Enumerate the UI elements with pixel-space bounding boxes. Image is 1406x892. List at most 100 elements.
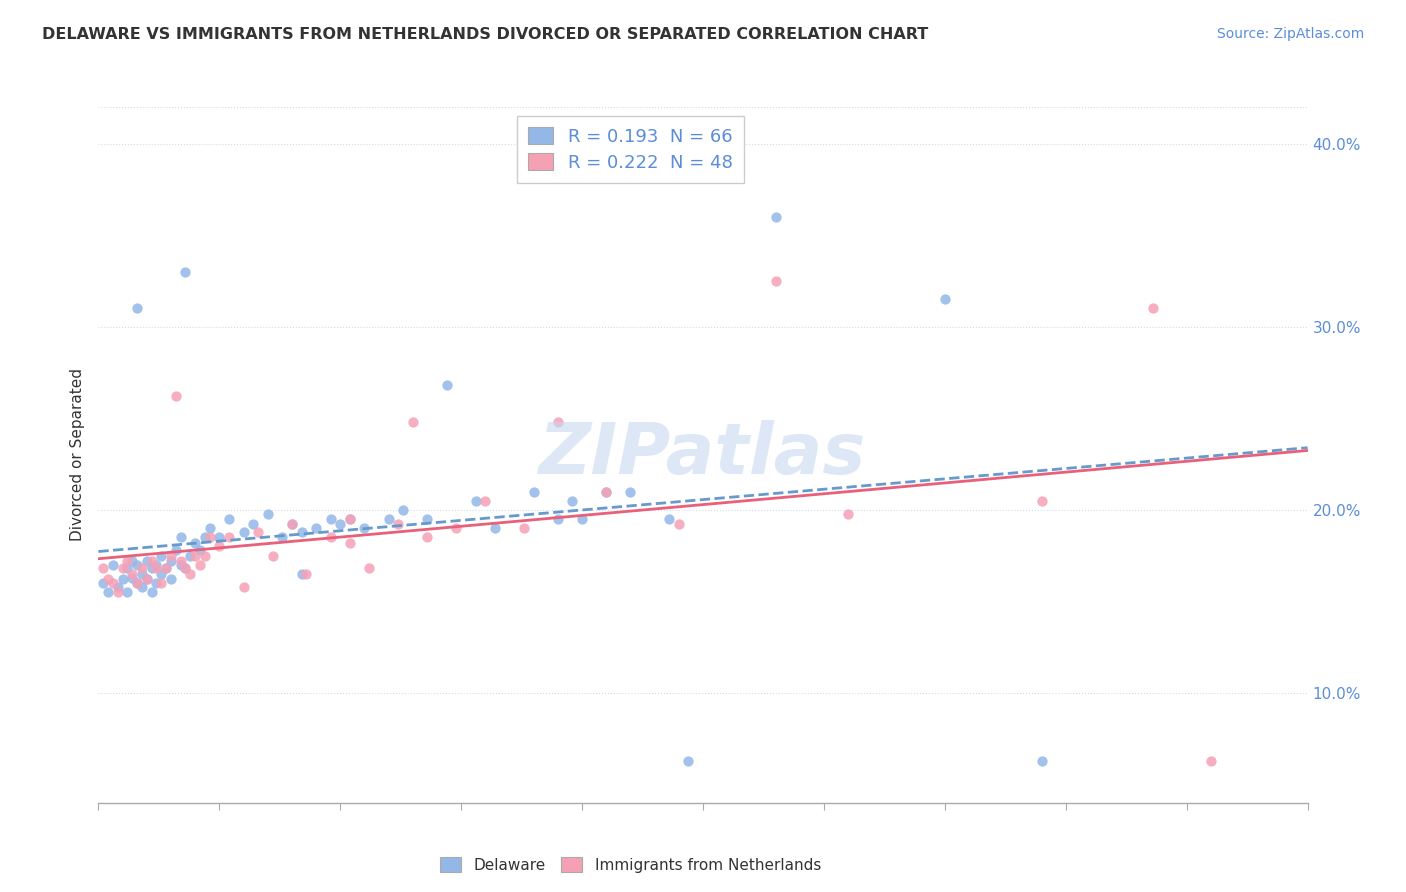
- Point: [247, 524, 270, 539]
- Point: [121, 554, 143, 568]
- Point: [595, 484, 617, 499]
- Text: DELAWARE VS IMMIGRANTS FROM NETHERLANDS DIVORCED OR SEPARATED CORRELATION CHART: DELAWARE VS IMMIGRANTS FROM NETHERLANDS …: [42, 27, 928, 42]
- Point: [174, 265, 197, 279]
- Point: [184, 536, 207, 550]
- Text: ZIPatlas: ZIPatlas: [540, 420, 866, 490]
- Point: [150, 576, 173, 591]
- Point: [339, 512, 361, 526]
- Point: [135, 573, 157, 587]
- Point: [446, 521, 468, 535]
- Point: [547, 415, 569, 429]
- Point: [198, 521, 221, 535]
- Point: [1031, 493, 1053, 508]
- Point: [571, 512, 593, 526]
- Point: [1199, 754, 1222, 768]
- Point: [484, 521, 506, 535]
- Point: [353, 521, 375, 535]
- Point: [262, 549, 284, 563]
- Point: [97, 585, 120, 599]
- Point: [179, 549, 201, 563]
- Point: [184, 549, 207, 563]
- Point: [198, 530, 221, 544]
- Point: [117, 561, 139, 575]
- Point: [174, 561, 197, 575]
- Point: [121, 571, 143, 585]
- Point: [377, 512, 399, 526]
- Point: [111, 561, 134, 575]
- Point: [101, 558, 124, 572]
- Point: [127, 558, 149, 572]
- Point: [165, 389, 187, 403]
- Point: [295, 566, 318, 581]
- Point: [91, 576, 114, 591]
- Point: [934, 293, 956, 307]
- Point: [188, 543, 211, 558]
- Point: [339, 512, 361, 526]
- Point: [208, 530, 231, 544]
- Point: [232, 524, 254, 539]
- Point: [165, 543, 187, 558]
- Point: [169, 530, 191, 544]
- Point: [416, 512, 439, 526]
- Point: [561, 493, 583, 508]
- Point: [169, 558, 191, 572]
- Point: [131, 561, 153, 575]
- Point: [387, 517, 409, 532]
- Point: [329, 517, 352, 532]
- Point: [155, 561, 177, 575]
- Point: [837, 507, 859, 521]
- Point: [765, 274, 787, 288]
- Point: [619, 484, 641, 499]
- Point: [141, 554, 163, 568]
- Point: [218, 512, 240, 526]
- Point: [188, 558, 211, 572]
- Point: [131, 580, 153, 594]
- Point: [416, 530, 439, 544]
- Point: [281, 517, 304, 532]
- Point: [179, 566, 201, 581]
- Point: [107, 580, 129, 594]
- Point: [523, 484, 546, 499]
- Point: [127, 301, 149, 316]
- Point: [319, 530, 342, 544]
- Point: [547, 512, 569, 526]
- Point: [290, 566, 312, 581]
- Point: [595, 484, 617, 499]
- Point: [1031, 754, 1053, 768]
- Point: [127, 576, 149, 591]
- Point: [194, 549, 217, 563]
- Point: [658, 512, 681, 526]
- Point: [145, 561, 167, 575]
- Point: [160, 573, 183, 587]
- Point: [474, 493, 496, 508]
- Point: [194, 530, 217, 544]
- Point: [117, 585, 139, 599]
- Point: [218, 530, 240, 544]
- Point: [271, 530, 294, 544]
- Point: [281, 517, 304, 532]
- Point: [339, 536, 361, 550]
- Point: [174, 561, 197, 575]
- Point: [131, 566, 153, 581]
- Point: [169, 554, 191, 568]
- Point: [232, 580, 254, 594]
- Point: [111, 573, 134, 587]
- Point: [464, 493, 486, 508]
- Point: [155, 561, 177, 575]
- Text: Source: ZipAtlas.com: Source: ZipAtlas.com: [1216, 27, 1364, 41]
- Point: [97, 573, 120, 587]
- Point: [242, 517, 264, 532]
- Point: [135, 573, 157, 587]
- Point: [765, 210, 787, 224]
- Point: [305, 521, 328, 535]
- Point: [107, 585, 129, 599]
- Point: [135, 554, 157, 568]
- Point: [402, 415, 425, 429]
- Point: [678, 754, 700, 768]
- Point: [91, 561, 114, 575]
- Point: [1142, 301, 1164, 316]
- Point: [319, 512, 342, 526]
- Legend: Delaware, Immigrants from Netherlands: Delaware, Immigrants from Netherlands: [434, 851, 827, 879]
- Point: [145, 576, 167, 591]
- Point: [150, 549, 173, 563]
